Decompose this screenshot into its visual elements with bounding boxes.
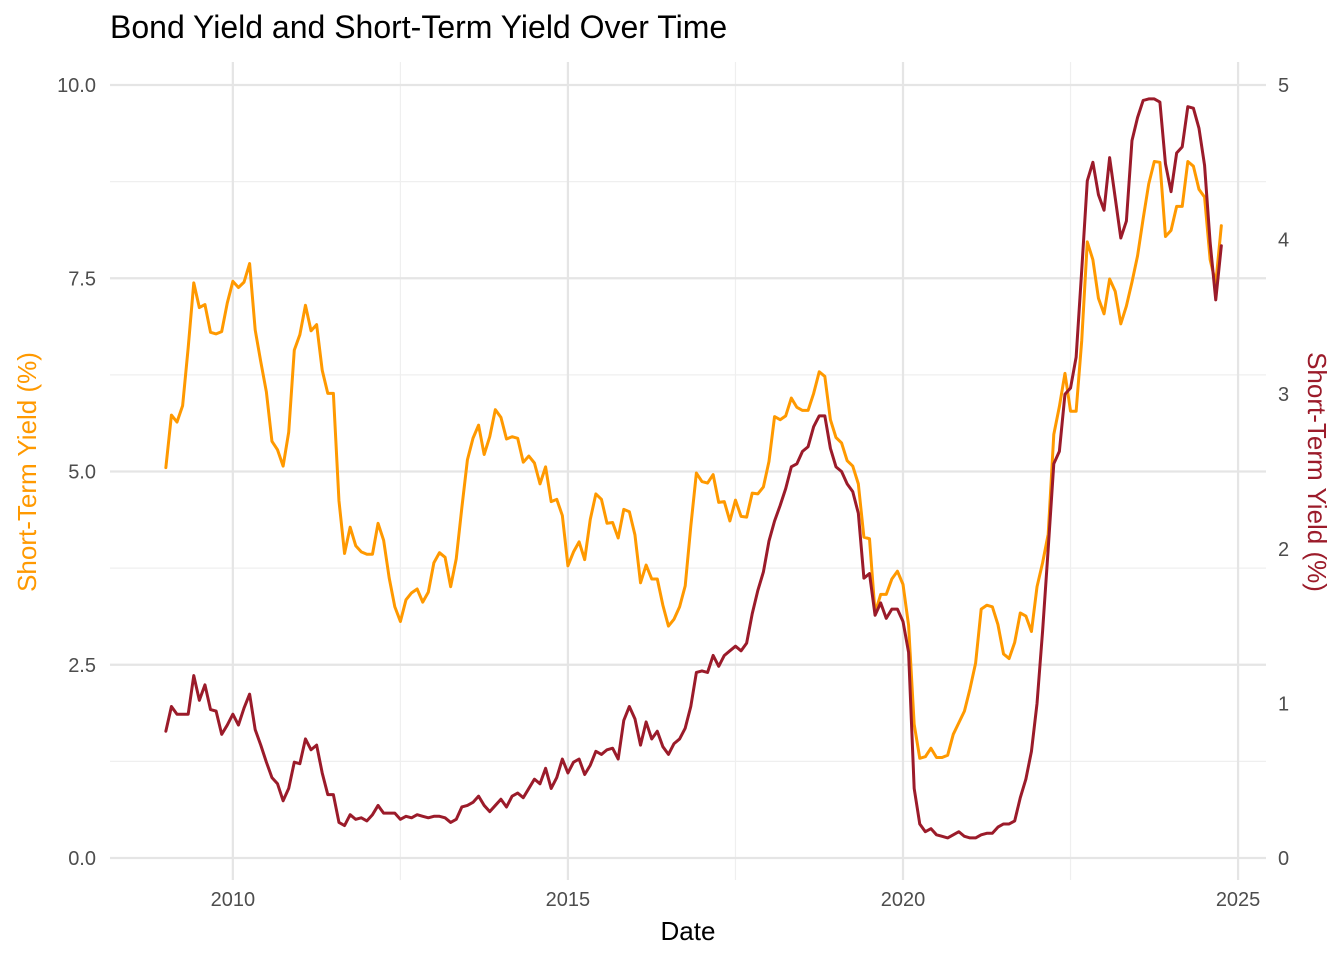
y-left-tick-label: 5.0 (68, 462, 96, 484)
short-term-yield-series-line (164, 97, 1223, 840)
chart-title: Bond Yield and Short-Term Yield Over Tim… (110, 9, 727, 45)
y-left-tick-label: 2.5 (68, 655, 96, 677)
bond-yield-series-line (164, 160, 1223, 760)
y-left-axis-title: Short-Term Yield (%) (12, 352, 42, 592)
x-tick-label: 2010 (211, 889, 256, 911)
y-right-tick-label: 3 (1278, 384, 1289, 406)
y-left-tick-label: 0.0 (68, 848, 96, 870)
grid (110, 62, 1266, 880)
y-right-tick-label: 4 (1278, 230, 1289, 252)
y-right-tick-label: 2 (1278, 539, 1289, 561)
series-layer (164, 97, 1223, 840)
y-right-tick-label: 1 (1278, 693, 1289, 715)
x-tick-label: 2025 (1216, 889, 1261, 911)
y-right-tick-label: 5 (1278, 75, 1289, 97)
x-tick-label: 2015 (546, 889, 591, 911)
x-tick-label: 2020 (881, 889, 926, 911)
axes: 0.0 2.5 5.0 7.5 10.0 0 1 2 3 4 5 2010 2015 2020 2025 (57, 75, 1289, 911)
y-right-tick-label: 0 (1278, 848, 1289, 870)
x-axis-title: Date (661, 916, 716, 946)
y-right-axis-title: Short-Term Yield (%) (1302, 352, 1332, 592)
y-left-tick-label: 7.5 (68, 268, 96, 290)
y-left-tick-label: 10.0 (57, 75, 96, 97)
